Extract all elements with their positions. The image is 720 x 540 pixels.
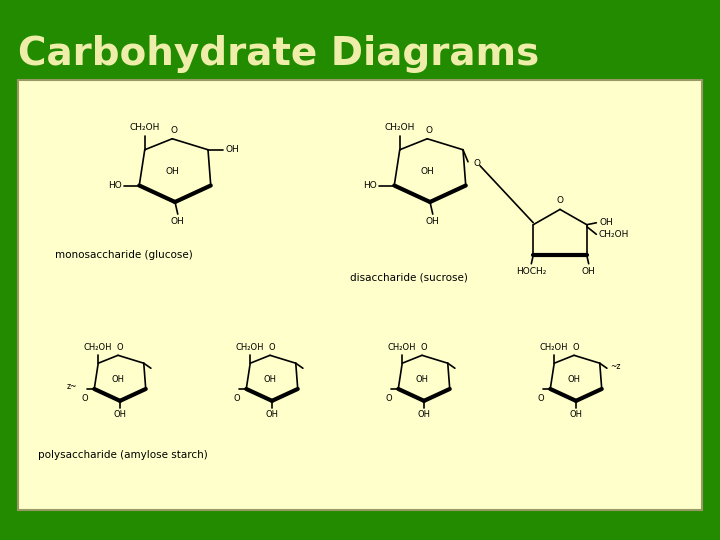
Text: OH: OH (582, 267, 595, 276)
Text: Carbohydrate Diagrams: Carbohydrate Diagrams (18, 35, 539, 73)
Text: OH: OH (420, 167, 434, 176)
Text: CH₂OH: CH₂OH (236, 343, 264, 352)
Text: HO: HO (363, 181, 377, 190)
Text: OH: OH (415, 375, 428, 383)
Text: CH₂OH: CH₂OH (598, 230, 629, 239)
Text: CH₂OH: CH₂OH (384, 123, 415, 132)
Text: O: O (171, 126, 178, 135)
Text: O: O (557, 197, 564, 205)
Text: CH₂OH: CH₂OH (388, 343, 416, 352)
Text: O: O (386, 394, 392, 403)
Text: OH: OH (225, 145, 239, 154)
Text: O: O (572, 343, 580, 352)
Text: O: O (269, 343, 275, 352)
Text: OH: OH (418, 410, 431, 419)
Text: OH: OH (264, 375, 276, 383)
Text: monosaccharide (glucose): monosaccharide (glucose) (55, 250, 193, 260)
Text: OH: OH (266, 410, 279, 419)
Text: OH: OH (570, 410, 582, 419)
Text: OH: OH (600, 218, 613, 226)
Text: CH₂OH: CH₂OH (130, 123, 160, 132)
Text: ~z: ~z (610, 362, 621, 371)
Text: O: O (473, 159, 480, 168)
Text: OH: OH (171, 217, 184, 226)
Text: OH: OH (567, 375, 580, 383)
Text: O: O (426, 126, 433, 135)
Text: O: O (538, 394, 544, 403)
Bar (18, 80, 702, 510)
Text: OH: OH (166, 167, 179, 176)
Text: z~: z~ (67, 382, 77, 392)
Text: OH: OH (426, 217, 440, 226)
Text: O: O (82, 394, 89, 403)
Text: polysaccharide (amylose starch): polysaccharide (amylose starch) (38, 450, 208, 460)
Text: CH₂OH: CH₂OH (84, 343, 112, 352)
Text: CH₂OH: CH₂OH (540, 343, 569, 352)
Text: O: O (420, 343, 428, 352)
Text: HO: HO (108, 181, 122, 190)
Text: OH: OH (114, 410, 127, 419)
Text: O: O (234, 394, 240, 403)
Text: O: O (117, 343, 123, 352)
Text: disaccharide (sucrose): disaccharide (sucrose) (350, 272, 468, 282)
Text: OH: OH (112, 375, 125, 383)
Text: HOCH₂: HOCH₂ (516, 267, 546, 276)
